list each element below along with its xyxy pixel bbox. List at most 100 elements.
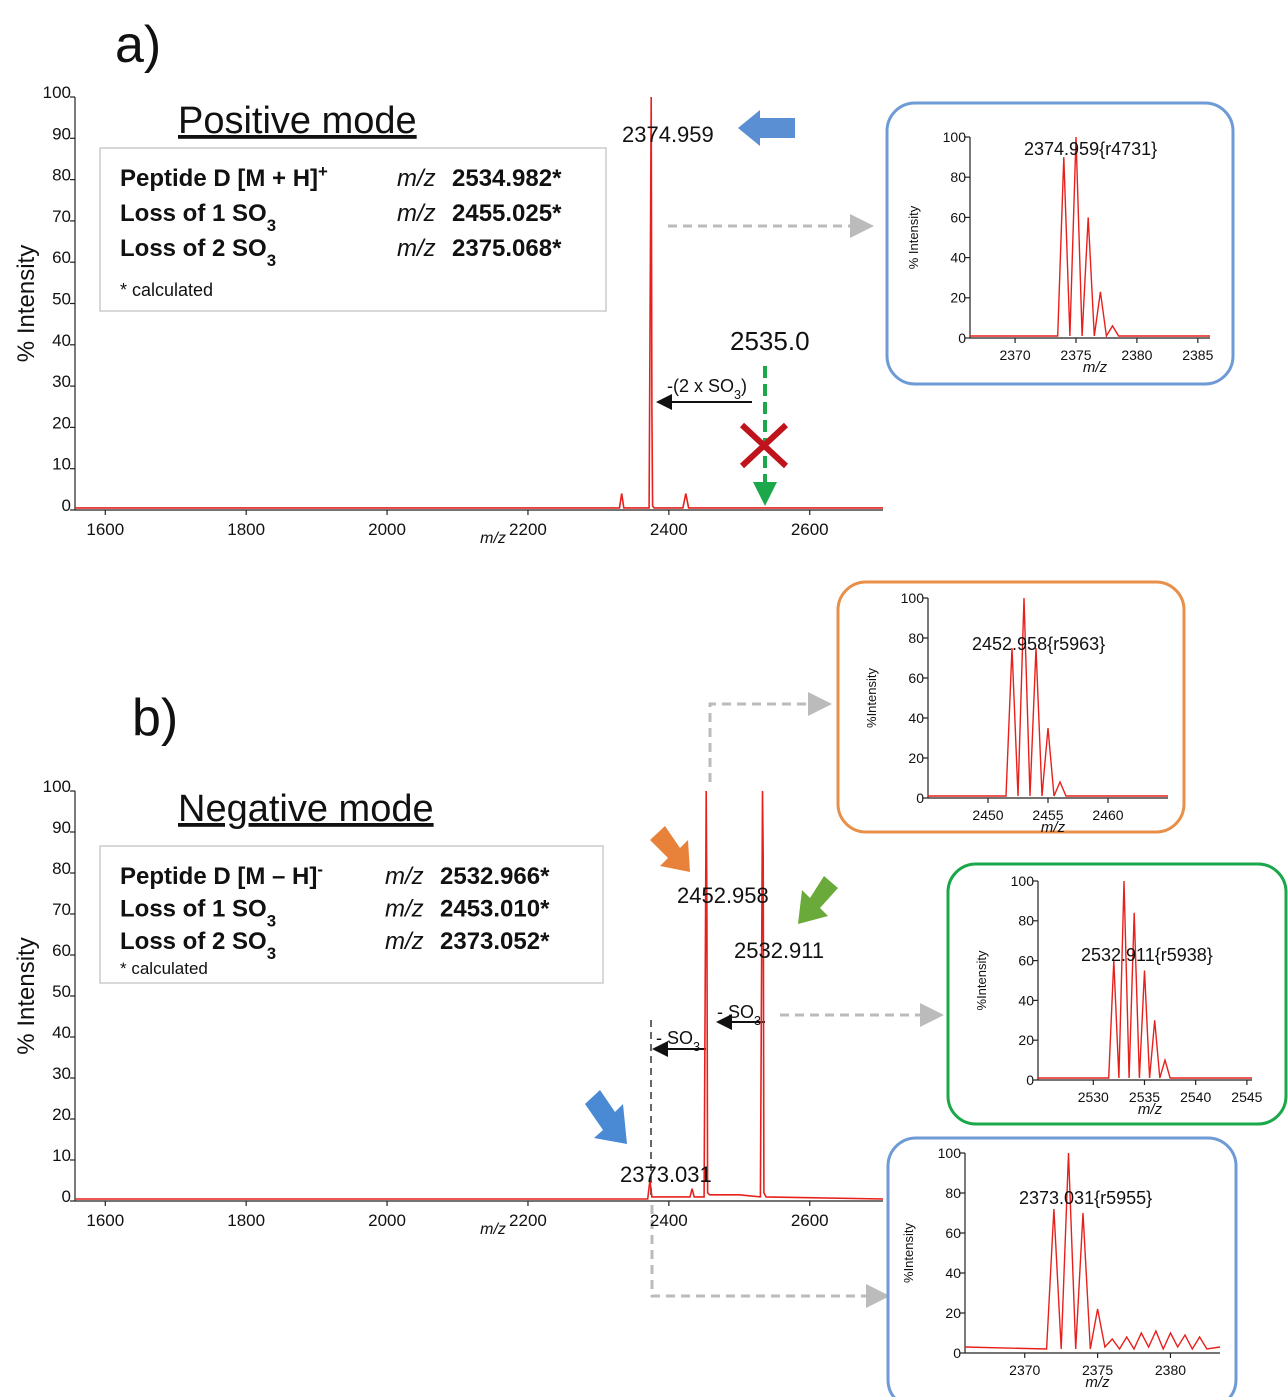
y-tick-label: 60 [52, 941, 71, 960]
x-tick-label: 2375 [1082, 1362, 1113, 1378]
legend-mz: 2455.025* [452, 200, 562, 227]
text-part: Loss of 1 SO [120, 200, 267, 227]
y-tick-label: 20 [1018, 1032, 1034, 1048]
spectrum [75, 96, 883, 509]
x-tick-label: 2200 [509, 1211, 547, 1230]
x-tick-label: 2380 [1155, 1362, 1186, 1378]
legend-entry: Peptide D [M – H]- [120, 860, 323, 891]
panel-title: Negative mode [178, 788, 434, 830]
x-tick-label: 2460 [1092, 807, 1123, 823]
y-tick-label: 0 [62, 496, 71, 515]
x-tick-label: 2400 [650, 520, 688, 539]
y-tick-label: 40 [908, 710, 924, 726]
x-tick-label: 1600 [86, 520, 124, 539]
y-tick-label: 60 [950, 209, 966, 225]
x-axis-label: m/z [480, 1221, 506, 1238]
x-tick-label: 2535 [1129, 1089, 1160, 1105]
y-tick-label: 100 [43, 83, 71, 102]
pointer-arrow [738, 110, 795, 146]
annotation: 2452.958 [677, 883, 769, 908]
y-axis-label: %Intensity [901, 1223, 916, 1283]
x-tick-label: 2455 [1032, 807, 1063, 823]
annotation: - SO3 [656, 1028, 700, 1054]
x-axis-label: m/z [1085, 1374, 1110, 1391]
text-part: 3 [754, 1014, 761, 1028]
legend-mz: 2534.982* [452, 165, 562, 192]
peak-label: 2452.958{r5963} [972, 634, 1105, 654]
y-tick-label: 20 [52, 1105, 71, 1124]
y-tick-label: 40 [52, 331, 71, 350]
y-tick-label: 20 [52, 413, 71, 432]
legend-note: * calculated [120, 959, 208, 978]
y-tick-label: 0 [62, 1187, 71, 1206]
legend-mz-label: m/z [397, 165, 436, 192]
y-tick-label: 80 [1018, 913, 1034, 929]
y-axis-label: % Intensity [13, 937, 40, 1054]
annotation: 2373.031 [620, 1162, 712, 1187]
text-part: - [317, 860, 323, 879]
y-tick-label: 50 [52, 982, 71, 1001]
legend-mz-label: m/z [385, 863, 424, 890]
y-tick-label: 90 [52, 124, 71, 143]
text-part: 2532.911 [734, 938, 824, 963]
y-tick-label: 0 [953, 1345, 961, 1361]
legend-box [99, 845, 604, 984]
x-tick-label: 2370 [1009, 1362, 1040, 1378]
annotation: -(2 x SO3) [667, 376, 747, 402]
x-axis-label: m/z [1041, 819, 1066, 836]
legend-entry: Loss of 1 SO3 [120, 896, 276, 931]
x-tick-label: 2375 [1060, 347, 1091, 363]
y-tick-label: 60 [52, 248, 71, 267]
peak-label: 2374.959{r4731} [1024, 139, 1157, 159]
y-tick-label: 20 [950, 290, 966, 306]
x-tick-label: 1800 [227, 520, 265, 539]
text-part: 2374.959 [622, 122, 714, 147]
y-axis-label: %Intensity [864, 668, 879, 728]
y-tick-label: 70 [52, 900, 71, 919]
text-part: Peptide D [M + H] [120, 165, 318, 192]
legend-entry: Loss of 1 SO3 [120, 200, 276, 235]
spectrum [928, 597, 1168, 797]
x-tick-label: 2450 [972, 807, 1003, 823]
x-tick-label: 2545 [1231, 1089, 1262, 1105]
legend-mz-label: m/z [385, 896, 424, 923]
text-part: Peptide D [M – H] [120, 863, 317, 890]
legend-mz-label: m/z [385, 928, 424, 955]
y-tick-label: 0 [916, 790, 924, 806]
legend-entry: Loss of 2 SO3 [120, 235, 276, 270]
link-arrow [708, 692, 832, 782]
text-part: -(2 x SO [667, 376, 734, 396]
y-tick-label: 0 [1026, 1072, 1034, 1088]
text-part: 2452.958 [677, 883, 769, 908]
y-tick-label: 20 [945, 1305, 961, 1321]
text-part: Loss of 2 SO [120, 928, 267, 955]
x-tick-label: 2530 [1078, 1089, 1109, 1105]
inset-frame [946, 862, 1288, 1126]
legend-mz: 2375.068* [452, 235, 562, 262]
annotation: - SO3 [717, 1002, 761, 1028]
y-tick-label: 40 [1018, 992, 1034, 1008]
y-tick-label: 100 [901, 590, 925, 606]
y-tick-label: 30 [52, 372, 71, 391]
pointer-arrow [585, 1090, 627, 1144]
panel-label: b) [132, 689, 178, 747]
y-tick-label: 10 [52, 455, 71, 474]
y-tick-label: 40 [945, 1265, 961, 1281]
inset-frame [886, 1136, 1238, 1397]
text-part: 3 [267, 911, 276, 930]
text-part: Loss of 1 SO [120, 896, 267, 923]
y-tick-label: 80 [950, 169, 966, 185]
spectrum [1038, 880, 1252, 1079]
text-part: 3 [734, 388, 741, 402]
x-tick-label: 2385 [1182, 347, 1213, 363]
y-tick-label: 100 [1011, 873, 1035, 889]
y-tick-label: 20 [908, 750, 924, 766]
x-axis-label: m/z [480, 530, 506, 547]
legend-mz: 2373.052* [440, 928, 550, 955]
annotation: 2532.911 [734, 938, 824, 963]
y-axis-label: % Intensity [906, 205, 921, 269]
decorations [585, 110, 944, 1308]
cross [739, 422, 789, 469]
legend-mz: 2532.966* [440, 863, 550, 890]
